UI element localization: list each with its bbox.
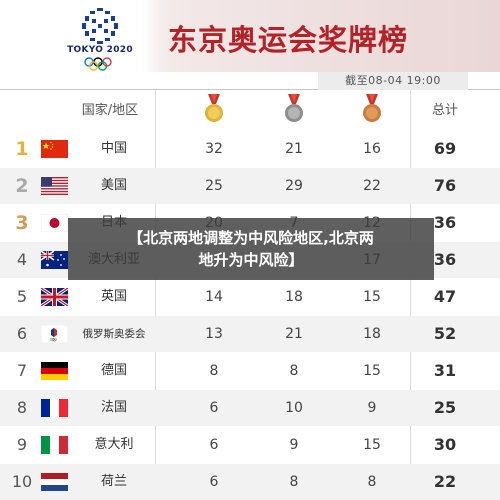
total-count: 76 — [433, 176, 457, 195]
rank-number: 9 — [16, 435, 28, 454]
total-count: 25 — [433, 398, 457, 417]
header-banner: TOKYO 2020 东京奥运会奖牌榜 — [0, 0, 500, 72]
bronze-medal-icon — [363, 94, 381, 122]
bronze-count: 8 — [367, 474, 377, 490]
rank-number: 3 — [15, 212, 29, 234]
column-header-total: 总计 — [431, 103, 458, 118]
table-row: 7 德国 8 8 15 31 — [0, 353, 500, 389]
bronze-count: 9 — [367, 400, 377, 416]
country-name: 荷兰 — [100, 474, 127, 489]
country-name: 法国 — [100, 400, 127, 415]
total-count: 36 — [433, 213, 457, 232]
gold-count: 13 — [205, 326, 223, 342]
country-name: 俄罗斯奥委会 — [82, 328, 146, 340]
silver-count: 21 — [285, 141, 303, 157]
bronze-count: 16 — [363, 141, 381, 157]
date-timestamp: 截至08-04 19:00 — [318, 72, 468, 90]
table-row: 8 法国 6 10 9 25 — [0, 390, 500, 426]
rank-number: 6 — [16, 324, 28, 343]
table-row: 1 中国 32 21 16 69 — [0, 131, 500, 167]
flag-china-icon — [41, 140, 68, 158]
flag-japan-icon — [41, 214, 68, 232]
bronze-count: 18 — [363, 326, 381, 342]
overlay-line-1: 【北京两地调整为中风险地区,北京两 — [128, 229, 374, 247]
country-name: 中国 — [100, 141, 127, 156]
table-row: 10 荷兰 6 8 8 22 — [0, 464, 500, 500]
silver-count: 10 — [285, 400, 303, 416]
gold-count: 6 — [209, 474, 219, 490]
gold-medal-icon — [205, 94, 223, 122]
silver-count: 8 — [289, 474, 299, 490]
rank-number: 10 — [11, 472, 33, 491]
gold-count: 6 — [209, 437, 219, 453]
news-overlay-caption: 【北京两地调整为中风险地区,北京两 地升为中风险】 — [68, 218, 434, 280]
table-row: 9 意大利 6 9 15 30 — [0, 427, 500, 463]
flag-usa-icon — [41, 177, 68, 195]
silver-count: 29 — [285, 178, 303, 194]
flag-france-icon — [41, 399, 68, 417]
tokyo-2020-logo: TOKYO 2020 — [55, 5, 145, 73]
gold-count: 25 — [205, 178, 223, 194]
silver-count: 9 — [289, 437, 299, 453]
bronze-count: 15 — [363, 437, 381, 453]
flag-netherlands-icon — [41, 473, 68, 491]
flag-germany-icon — [41, 362, 68, 380]
rank-number: 8 — [16, 398, 28, 417]
table-row: 2 美国 25 29 22 76 — [0, 168, 500, 204]
rank-number: 7 — [16, 361, 28, 380]
gold-count: 8 — [209, 363, 219, 379]
country-name: 美国 — [100, 178, 127, 193]
total-count: 47 — [433, 287, 457, 306]
column-header-country: 国家/地区 — [81, 103, 139, 118]
country-name: 意大利 — [94, 437, 134, 452]
rank-number: 4 — [16, 250, 28, 269]
silver-count: 21 — [285, 326, 303, 342]
total-count: 22 — [433, 472, 457, 491]
flag-uk-icon — [41, 288, 68, 306]
gold-count: 32 — [205, 141, 223, 157]
rank-number: 1 — [15, 138, 29, 160]
gold-count: 14 — [205, 289, 223, 305]
country-name: 德国 — [100, 363, 127, 378]
flag-australia-icon — [41, 251, 68, 269]
overlay-line-2: 地升为中风险】 — [198, 251, 304, 269]
logo-text: TOKYO 2020 — [67, 45, 133, 55]
total-count: 52 — [433, 324, 457, 343]
tokyo-emblem-icon — [82, 8, 118, 44]
rank-number: 5 — [16, 287, 28, 306]
silver-count: 18 — [285, 289, 303, 305]
total-count: 69 — [433, 139, 457, 158]
date-bar: 截至08-04 19:00 — [0, 72, 500, 90]
flag-roc-icon — [41, 325, 68, 343]
page-title: 东京奥运会奖牌榜 — [168, 23, 409, 57]
bronze-count: 15 — [363, 289, 381, 305]
total-count: 36 — [433, 250, 457, 269]
column-divider — [410, 90, 411, 500]
bronze-count: 15 — [363, 363, 381, 379]
total-count: 31 — [433, 361, 457, 380]
gold-count: 6 — [209, 400, 219, 416]
silver-medal-icon — [285, 94, 303, 122]
country-name: 英国 — [100, 289, 127, 304]
olympic-rings-icon — [84, 57, 112, 71]
rank-number: 2 — [15, 175, 29, 197]
silver-count: 8 — [289, 363, 299, 379]
column-divider — [155, 90, 156, 500]
table-row: 6 俄罗斯奥委会 13 21 18 52 — [0, 316, 500, 352]
table-row: 5 英国 14 18 15 47 — [0, 279, 500, 315]
bronze-count: 22 — [363, 178, 381, 194]
total-count: 30 — [433, 435, 457, 454]
flag-italy-icon — [41, 436, 68, 454]
